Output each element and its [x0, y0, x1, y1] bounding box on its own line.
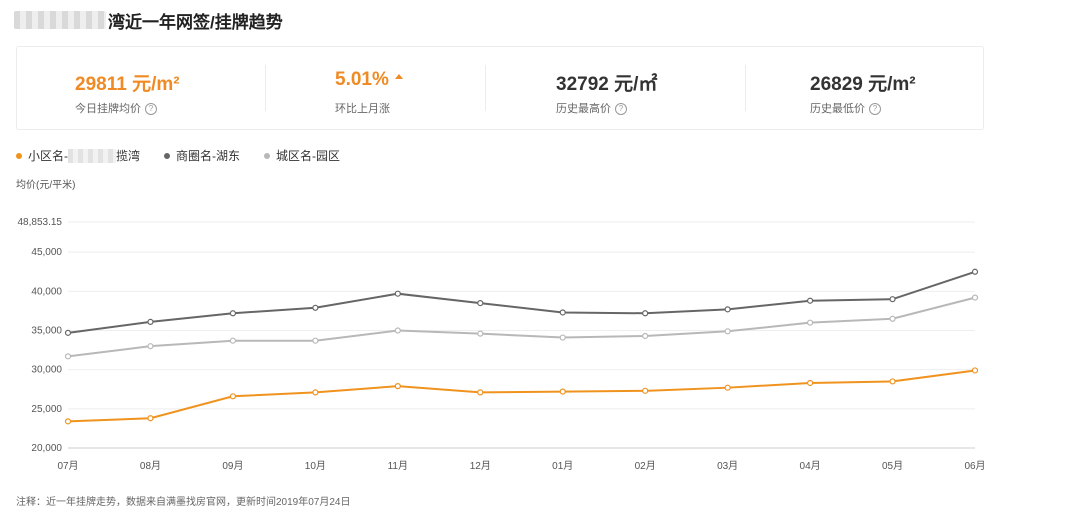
stat-label: 环比上月涨	[335, 103, 390, 115]
data-point	[312, 389, 319, 396]
data-point	[559, 388, 566, 395]
stats-panel: 29811 元/m² 今日挂牌均价? 5.01% 环比上月涨 32792 元/㎡…	[16, 46, 984, 130]
stat-label-wrap: 今日挂牌均价?	[75, 100, 157, 116]
chart-legend: 小区名- 揽湾 商圈名-湖东 城区名-园区	[16, 147, 364, 164]
data-point	[971, 294, 979, 301]
x-tick-label: 09月	[222, 460, 243, 472]
series-line	[67, 369, 976, 423]
data-point	[229, 310, 237, 317]
data-point	[312, 304, 319, 311]
help-icon[interactable]: ?	[615, 103, 627, 116]
y-axis-label: 均价(元/平米)	[16, 180, 76, 191]
blurred-community-name	[14, 11, 106, 29]
x-tick-label: 06月	[964, 460, 985, 472]
data-point	[559, 309, 566, 316]
data-point	[229, 393, 237, 400]
series-line	[67, 296, 976, 358]
y-tick-label: 48,853.15	[18, 217, 63, 228]
stat-label: 历史最高价	[556, 103, 611, 115]
legend-item-business-district[interactable]: 商圈名-湖东	[164, 147, 240, 164]
stat-value: 29811 元/m²	[75, 74, 180, 95]
x-tick-label: 05月	[882, 460, 903, 472]
data-point	[889, 315, 896, 322]
data-point	[889, 378, 896, 385]
data-point	[559, 334, 566, 341]
y-tick-label: 20,000	[31, 443, 62, 454]
stat-value-wrap: 5.01%	[335, 69, 403, 91]
x-tick-label: 02月	[635, 460, 656, 472]
legend-dot	[264, 152, 271, 159]
legend-label-suffix: 揽湾	[116, 149, 141, 163]
x-tick-label: 10月	[305, 460, 326, 472]
footnote: 注释：近一年挂牌走势，数据来自满墨找房官网，更新时间2019年07月24日	[16, 497, 351, 508]
legend-label: 小区名-	[28, 149, 68, 163]
data-point	[64, 329, 72, 336]
legend-label: 商圈名-湖东	[176, 149, 241, 163]
data-point	[806, 297, 814, 304]
x-tick-label: 11月	[388, 460, 408, 472]
data-point	[642, 332, 649, 340]
data-point	[724, 306, 731, 313]
y-tick-label: 25,000	[31, 404, 62, 415]
legend-item-city-district[interactable]: 城区名-园区	[264, 147, 340, 164]
data-point	[312, 337, 319, 344]
data-point	[724, 384, 731, 391]
data-point	[642, 310, 649, 317]
data-point	[394, 327, 401, 334]
legend-dot	[164, 152, 171, 159]
y-tick-label: 40,000	[31, 286, 62, 297]
stat-value: 26829 元/m²	[810, 74, 916, 95]
divider	[265, 65, 266, 111]
x-tick-label: 04月	[800, 460, 821, 472]
data-point	[806, 379, 814, 387]
y-tick-label: 30,000	[31, 365, 62, 376]
stat-label: 历史最低价	[810, 103, 865, 115]
title-row: 湾近一年网签/挂牌趋势	[14, 8, 283, 32]
line-chart: 48,853.15 45,000 40,000 35,000 30,000 25,000 2…	[18, 217, 986, 472]
stat-label-wrap: 历史最低价?	[810, 100, 881, 116]
blurred-name	[68, 148, 116, 163]
y-tick-label: 35,000	[31, 326, 62, 337]
data-point	[971, 367, 979, 374]
data-point	[889, 296, 896, 303]
data-point	[724, 328, 731, 335]
data-point	[806, 319, 814, 326]
legend-item-community[interactable]: 小区名- 揽湾	[16, 147, 140, 164]
arrow-up-icon	[394, 74, 403, 80]
data-point	[642, 387, 649, 394]
data-point	[971, 268, 979, 275]
x-tick-label: 12月	[470, 460, 491, 472]
stat-value: 5.01%	[335, 69, 389, 90]
data-point	[394, 383, 401, 390]
help-icon[interactable]: ?	[869, 103, 881, 116]
data-point	[147, 318, 154, 325]
stat-label: 今日挂牌均价	[75, 103, 141, 115]
x-tick-label: 03月	[717, 460, 738, 472]
stat-label-wrap: 历史最高价?	[556, 100, 627, 116]
data-point	[394, 290, 401, 297]
data-point	[147, 343, 154, 350]
series-line	[67, 270, 976, 334]
divider	[745, 65, 746, 111]
stat-value: 32792 元/㎡	[556, 74, 658, 95]
page-title: 湾近一年网签/挂牌趋势	[108, 12, 283, 32]
data-point	[477, 389, 484, 396]
data-point	[229, 337, 237, 344]
x-tick-label: 07月	[57, 460, 78, 472]
x-tick-label: 08月	[140, 460, 161, 472]
data-point	[64, 353, 72, 360]
data-point	[477, 330, 484, 337]
legend-dot	[16, 152, 22, 159]
data-point	[147, 415, 154, 422]
divider	[485, 65, 486, 111]
y-tick-label: 45,000	[31, 247, 62, 258]
legend-label: 城区名-园区	[276, 149, 341, 163]
data-point	[64, 418, 72, 425]
data-point	[477, 299, 484, 307]
x-tick-label: 01月	[552, 460, 573, 472]
help-icon[interactable]: ?	[145, 103, 157, 116]
